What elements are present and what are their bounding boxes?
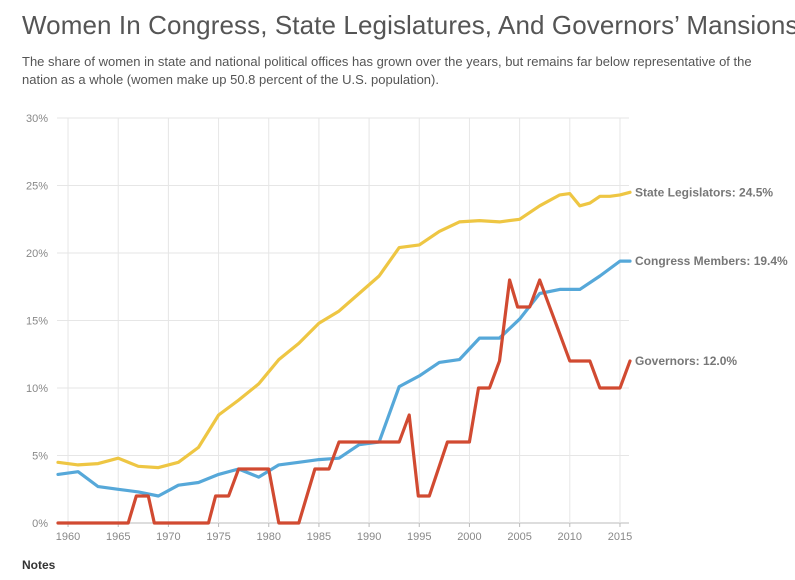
- x-tick-label: 1980: [256, 531, 280, 543]
- x-tick-label: 2005: [507, 531, 531, 543]
- series-line-state-legislators: [56, 190, 632, 470]
- x-tick-label: 2010: [558, 531, 582, 543]
- y-tick-label: 15%: [26, 316, 48, 328]
- x-tick-label: 2000: [457, 531, 481, 543]
- y-tick-label: 20%: [26, 248, 48, 260]
- chart-title: Women In Congress, State Legislatures, A…: [22, 10, 795, 40]
- series-line-governors: [56, 278, 632, 525]
- notes-link[interactable]: Notes: [22, 558, 56, 572]
- series-end-label-congress-members: Congress Members: 19.4%: [635, 254, 788, 268]
- y-tick-label: 10%: [26, 383, 48, 395]
- series-end-label-state-legislators: State Legislators: 24.5%: [635, 185, 773, 199]
- x-tick-label: 1995: [407, 531, 431, 543]
- y-tick-label: 0%: [32, 518, 48, 530]
- y-tick-label: 25%: [26, 181, 48, 193]
- x-tick-label: 2015: [608, 531, 632, 543]
- y-tick-label: 30%: [26, 113, 48, 125]
- x-tick-label: 1960: [56, 531, 80, 543]
- series-end-label-governors: Governors: 12.0%: [635, 354, 737, 368]
- x-tick-label: 1990: [357, 531, 381, 543]
- x-tick-label: 1970: [156, 531, 180, 543]
- y-tick-label: 5%: [32, 451, 48, 463]
- x-tick-label: 1965: [106, 531, 130, 543]
- chart-subtitle: The share of women in state and national…: [22, 54, 752, 87]
- x-tick-label: 1985: [307, 531, 331, 543]
- x-tick-label: 1975: [206, 531, 230, 543]
